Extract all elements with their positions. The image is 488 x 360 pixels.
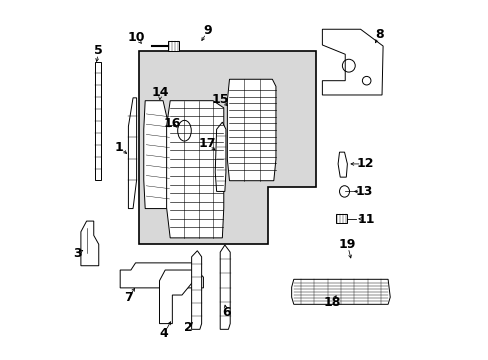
Text: 3: 3 [73, 247, 81, 260]
Text: 11: 11 [356, 213, 374, 226]
Text: 16: 16 [163, 117, 181, 130]
Polygon shape [159, 270, 193, 324]
Text: 19: 19 [338, 238, 355, 251]
Text: 15: 15 [211, 93, 228, 106]
Polygon shape [220, 245, 230, 329]
Polygon shape [337, 152, 346, 177]
Text: 8: 8 [374, 28, 383, 41]
Text: 2: 2 [183, 321, 192, 334]
Polygon shape [191, 251, 201, 329]
Polygon shape [335, 214, 346, 223]
Polygon shape [143, 101, 172, 208]
Polygon shape [81, 221, 99, 266]
Text: 6: 6 [222, 306, 230, 319]
Polygon shape [95, 62, 101, 180]
Polygon shape [322, 29, 382, 95]
Polygon shape [128, 98, 136, 208]
Polygon shape [291, 279, 389, 304]
Polygon shape [215, 122, 225, 192]
Text: 10: 10 [127, 31, 145, 44]
Text: 12: 12 [356, 157, 373, 170]
Text: 7: 7 [124, 291, 133, 305]
Polygon shape [120, 263, 203, 288]
Text: 4: 4 [160, 327, 168, 340]
Polygon shape [139, 51, 315, 244]
Text: 9: 9 [203, 24, 212, 37]
Text: 18: 18 [323, 296, 340, 309]
Text: 13: 13 [355, 185, 372, 198]
Text: 5: 5 [94, 44, 103, 57]
Polygon shape [166, 101, 224, 238]
Text: 17: 17 [198, 137, 215, 150]
Text: 1: 1 [114, 141, 123, 154]
Text: 14: 14 [151, 86, 169, 99]
Polygon shape [167, 41, 179, 51]
Polygon shape [227, 79, 275, 181]
